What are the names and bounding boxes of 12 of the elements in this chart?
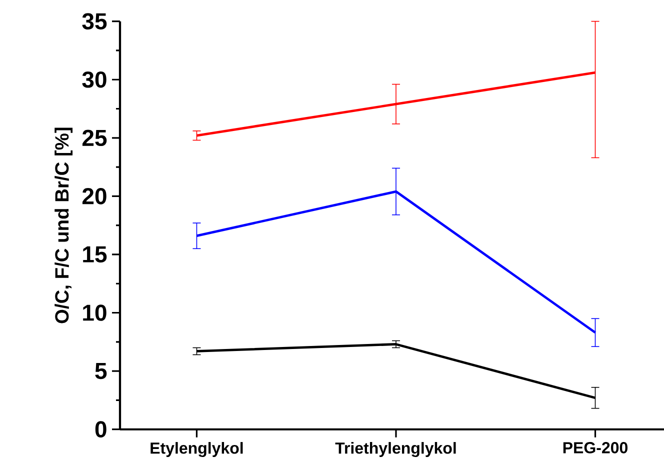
y-tick-label: 25: [82, 130, 107, 146]
y-tick-label: 30: [82, 72, 106, 88]
x-tick-label: Etylenglykol: [150, 442, 243, 458]
y-tick-label: 5: [95, 363, 107, 380]
y-axis-title: O/C, F/C und Br/C [%]: [54, 128, 73, 324]
x-tick-label: PEG-200: [563, 442, 628, 454]
y-tick-label: 10: [83, 304, 106, 322]
y-tick-label: 35: [82, 13, 107, 30]
y-tick-label: 0: [95, 421, 106, 438]
x-tick-label: Triethylenglykol: [335, 442, 456, 458]
y-tick-label: 15: [83, 246, 107, 263]
y-tick-label: 20: [82, 188, 106, 205]
